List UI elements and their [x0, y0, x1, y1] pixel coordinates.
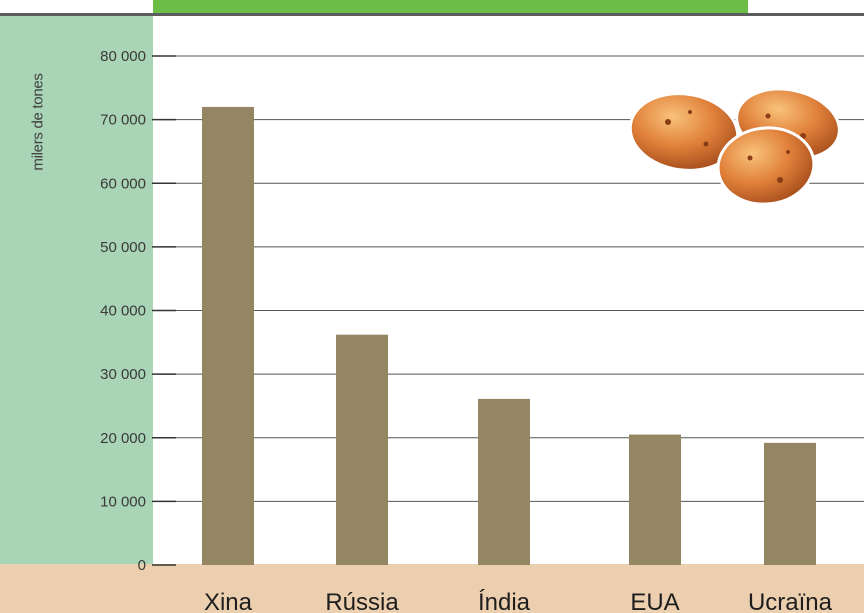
y-axis-panel	[0, 16, 153, 564]
title-strip	[0, 13, 864, 16]
x-tick-labels: Xina Rússia Índia EUA Ucraïna	[204, 589, 833, 613]
y-tick-label: 40 000	[100, 303, 146, 320]
x-tick-label: Rússia	[325, 589, 399, 613]
y-tick-label: 80 000	[100, 48, 146, 65]
bar	[336, 334, 388, 565]
bar	[478, 398, 530, 565]
x-tick-label: Índia	[478, 589, 531, 613]
x-tick-label: EUA	[630, 589, 679, 613]
x-tick-label: Xina	[204, 589, 253, 613]
bars	[202, 106, 816, 566]
title-banner	[153, 0, 748, 14]
y-ticks: 0 10 000 20 000 30 000 40 000 50 000 60 000 70 …	[100, 48, 176, 574]
y-tick-label: 60 000	[100, 175, 146, 192]
x-tick-label: Ucraïna	[748, 589, 833, 613]
y-tick-label: 10 000	[100, 493, 146, 510]
category-axis-panel	[0, 564, 864, 613]
potato-icon	[716, 126, 816, 206]
y-tick-label: 0	[138, 557, 146, 574]
bar	[629, 434, 681, 565]
y-tick-label: 50 000	[100, 239, 146, 256]
potatoes-illustration	[628, 87, 841, 206]
y-tick-label: 30 000	[100, 366, 146, 383]
y-tick-label: 20 000	[100, 430, 146, 447]
y-tick-label: 70 000	[100, 112, 146, 129]
bar	[764, 442, 816, 565]
bar	[202, 106, 254, 566]
